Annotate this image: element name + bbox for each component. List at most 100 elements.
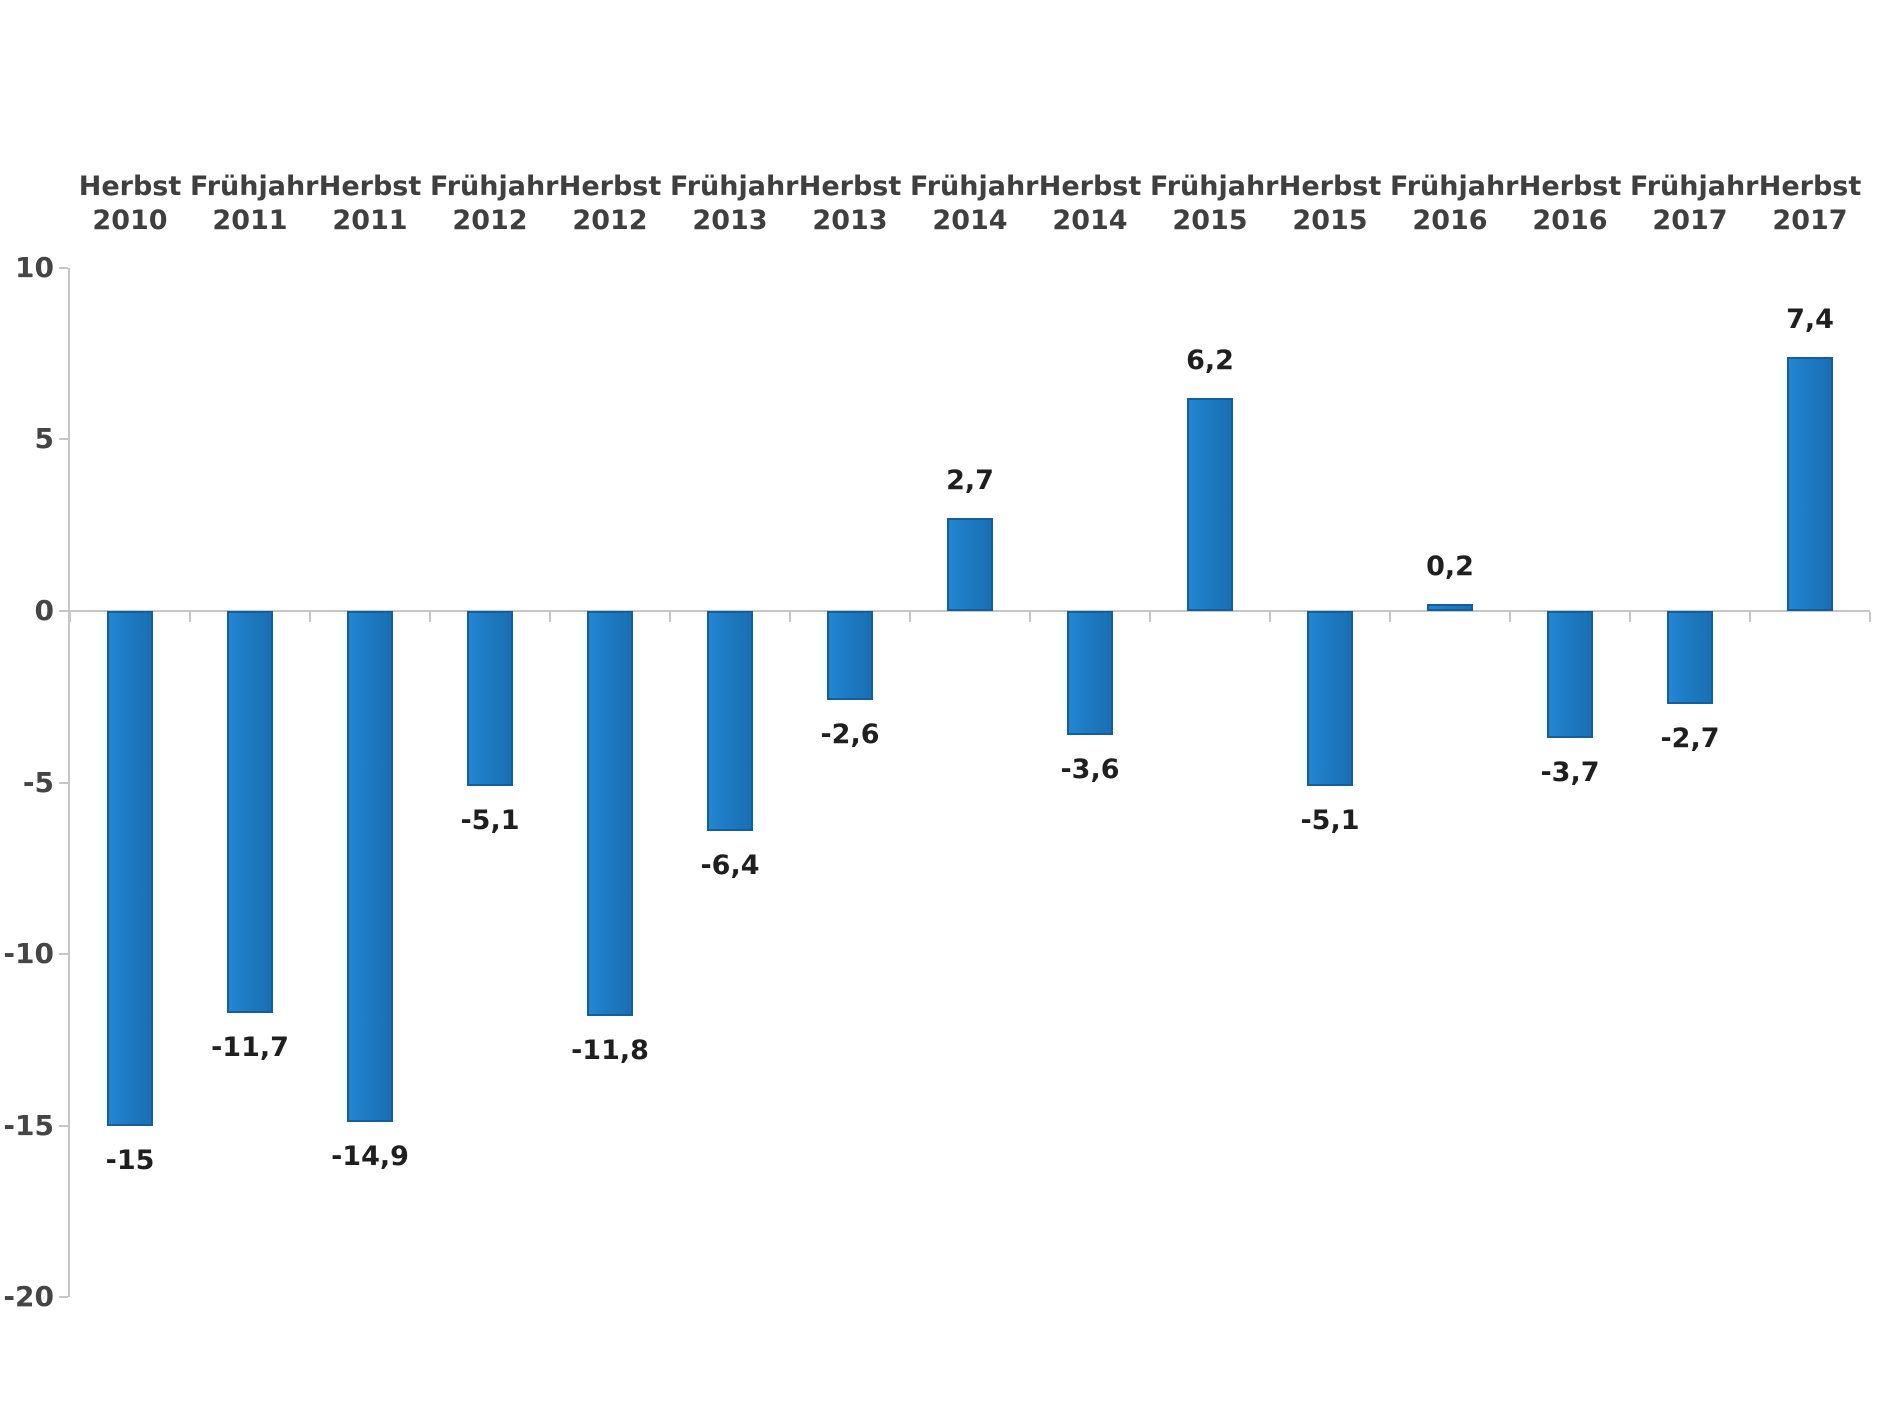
category-label: Herbst 2012 bbox=[550, 170, 670, 238]
x-axis-tick bbox=[669, 612, 671, 622]
bar-value-label: -2,6 bbox=[820, 719, 880, 751]
category-label-year: 2017 bbox=[1652, 205, 1728, 236]
x-axis-line bbox=[70, 610, 1870, 612]
category-label-year: 2012 bbox=[452, 205, 528, 236]
y-axis-tick-label: 10 bbox=[15, 250, 54, 284]
y-axis-tick-label: -20 bbox=[3, 1280, 54, 1314]
category-label-season: Frühjahr bbox=[670, 171, 799, 202]
category-label: Herbst 2011 bbox=[310, 170, 430, 238]
x-axis-tick bbox=[309, 612, 311, 622]
bar-value-label: 6,2 bbox=[1186, 345, 1234, 377]
category-label-season: Herbst bbox=[1758, 171, 1862, 202]
x-axis-tick bbox=[789, 612, 791, 622]
category-label: Frühjahr 2012 bbox=[430, 170, 559, 238]
category-label-year: 2017 bbox=[1772, 205, 1848, 236]
y-axis-line bbox=[68, 268, 70, 1297]
category-label: Herbst 2013 bbox=[790, 170, 910, 238]
x-axis-tick bbox=[909, 612, 911, 622]
y-axis-tick bbox=[59, 1296, 68, 1299]
bar bbox=[707, 611, 753, 831]
y-axis-tick-label: -15 bbox=[3, 1108, 54, 1142]
bar-value-label: -3,6 bbox=[1060, 753, 1120, 785]
category-label-season: Herbst bbox=[1278, 171, 1382, 202]
category-label-season: Herbst bbox=[558, 171, 662, 202]
bar bbox=[227, 611, 273, 1013]
x-axis-tick bbox=[1629, 612, 1631, 622]
category-label: Herbst 2015 bbox=[1270, 170, 1390, 238]
category-label-year: 2012 bbox=[572, 205, 648, 236]
y-axis-tick bbox=[59, 438, 68, 441]
x-axis-tick bbox=[1749, 612, 1751, 622]
category-label-year: 2011 bbox=[212, 205, 288, 236]
bar-value-label: 0,2 bbox=[1426, 551, 1474, 583]
bar-value-label: 2,7 bbox=[946, 465, 994, 497]
category-label-season: Frühjahr bbox=[1150, 171, 1279, 202]
category-label-season: Frühjahr bbox=[190, 171, 319, 202]
bar bbox=[347, 611, 393, 1123]
bar bbox=[1307, 611, 1353, 787]
x-axis-tick bbox=[1269, 612, 1271, 622]
bar bbox=[1187, 398, 1233, 611]
x-axis-tick bbox=[1389, 612, 1391, 622]
category-label-season: Frühjahr bbox=[910, 171, 1039, 202]
category-label: Herbst 2014 bbox=[1030, 170, 1150, 238]
x-axis-tick bbox=[1029, 612, 1031, 622]
y-axis-tick bbox=[59, 266, 68, 269]
x-axis-tick bbox=[189, 612, 191, 622]
bar bbox=[1427, 604, 1473, 611]
bar-value-label: -14,9 bbox=[331, 1141, 409, 1173]
bar-value-label: -6,4 bbox=[700, 849, 760, 881]
bar-value-label: 7,4 bbox=[1786, 304, 1834, 336]
bar-value-label: -2,7 bbox=[1660, 722, 1720, 754]
category-label-season: Frühjahr bbox=[430, 171, 559, 202]
category-label: Herbst 2016 bbox=[1510, 170, 1630, 238]
y-axis-tick bbox=[59, 1124, 68, 1127]
bar bbox=[107, 611, 153, 1126]
bar-value-label: -5,1 bbox=[1300, 805, 1360, 837]
category-label: Frühjahr 2016 bbox=[1390, 170, 1519, 238]
x-axis-tick bbox=[1869, 612, 1871, 622]
y-axis-tick-label: 5 bbox=[34, 422, 54, 456]
x-axis-tick bbox=[1149, 612, 1151, 622]
x-axis-tick bbox=[549, 612, 551, 622]
x-axis-tick bbox=[69, 612, 71, 622]
bar-value-label: -15 bbox=[105, 1144, 155, 1176]
y-axis-tick-label: 0 bbox=[34, 594, 54, 627]
category-label-season: Herbst bbox=[1518, 171, 1622, 202]
category-label: Frühjahr 2014 bbox=[910, 170, 1039, 238]
y-axis-tick-label: -5 bbox=[22, 765, 54, 799]
category-label-season: Herbst bbox=[1038, 171, 1142, 202]
x-axis-tick bbox=[429, 612, 431, 622]
bar bbox=[947, 518, 993, 611]
category-label-season: Frühjahr bbox=[1390, 171, 1519, 202]
bar bbox=[1067, 611, 1113, 735]
category-label-year: 2014 bbox=[1052, 205, 1128, 236]
bar bbox=[587, 611, 633, 1016]
category-label-year: 2010 bbox=[92, 205, 168, 236]
category-label: Herbst 2010 bbox=[70, 170, 190, 238]
y-axis-tick-label: -10 bbox=[3, 937, 54, 971]
bar-value-label: -11,8 bbox=[571, 1034, 649, 1066]
category-label-year: 2013 bbox=[692, 205, 768, 236]
bar bbox=[827, 611, 873, 701]
category-label: Frühjahr 2017 bbox=[1630, 170, 1759, 238]
category-label: Frühjahr 2011 bbox=[190, 170, 319, 238]
category-label-year: 2013 bbox=[812, 205, 888, 236]
bar-value-label: -11,7 bbox=[211, 1031, 289, 1063]
category-label: Frühjahr 2015 bbox=[1150, 170, 1279, 238]
category-label: Herbst 2017 bbox=[1750, 170, 1870, 238]
bar bbox=[1667, 611, 1713, 704]
x-axis-tick bbox=[1509, 612, 1511, 622]
category-label-year: 2011 bbox=[332, 205, 408, 236]
bar bbox=[1787, 357, 1833, 611]
y-axis-tick bbox=[59, 610, 68, 612]
category-label-season: Frühjahr bbox=[1630, 171, 1759, 202]
category-label-year: 2015 bbox=[1292, 205, 1368, 236]
category-label-year: 2014 bbox=[932, 205, 1008, 236]
category-label-year: 2015 bbox=[1172, 205, 1248, 236]
y-axis-tick bbox=[59, 953, 68, 956]
bar bbox=[467, 611, 513, 787]
category-label-year: 2016 bbox=[1412, 205, 1488, 236]
category-label-season: Herbst bbox=[78, 171, 182, 202]
y-axis-tick bbox=[59, 781, 68, 784]
